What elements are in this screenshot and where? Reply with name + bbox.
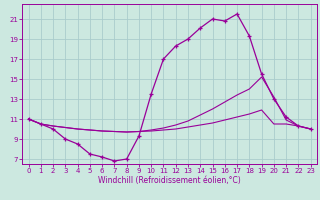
X-axis label: Windchill (Refroidissement éolien,°C): Windchill (Refroidissement éolien,°C) xyxy=(98,176,241,185)
